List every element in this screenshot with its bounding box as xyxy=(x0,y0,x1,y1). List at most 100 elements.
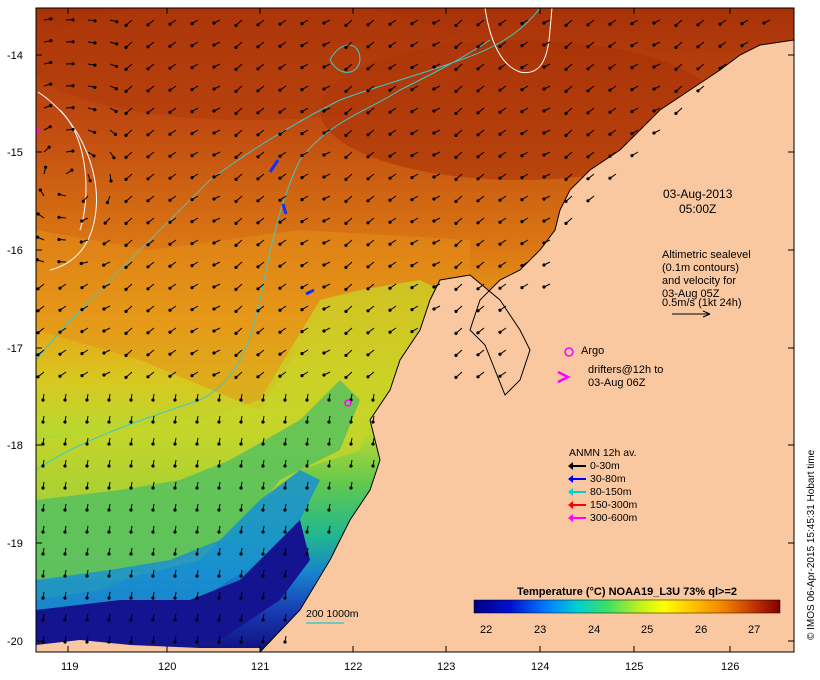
velocity-arrow-head xyxy=(564,199,568,203)
velocity-arrow-head xyxy=(239,398,243,402)
velocity-arrow-head xyxy=(542,197,546,201)
velocity-arrow-head xyxy=(542,21,546,25)
velocity-arrow-head xyxy=(322,131,326,135)
velocity-arrow-head xyxy=(564,23,568,27)
velocity-arrow-head xyxy=(283,530,287,534)
velocity-arrow-head xyxy=(476,45,480,49)
velocity-arrow-head xyxy=(652,21,656,25)
velocity-arrow-head xyxy=(630,132,634,136)
velocity-arrow-head xyxy=(322,219,326,223)
anmn-item: 80-150m xyxy=(568,486,631,498)
velocity-arrow-head xyxy=(498,176,502,180)
velocity-arrow-head xyxy=(344,375,348,379)
velocity-arrow-head xyxy=(168,44,172,48)
velocity-arrow-head xyxy=(322,153,326,157)
velocity-arrow-head xyxy=(498,374,502,378)
velocity-arrow-head xyxy=(608,44,612,48)
velocity-arrow-head xyxy=(57,192,61,196)
velocity-arrow-head xyxy=(234,265,238,269)
velocity-arrow-head xyxy=(102,285,106,289)
velocity-arrow-head xyxy=(327,464,331,468)
velocity-arrow-head xyxy=(344,309,348,313)
velocity-arrow-head xyxy=(124,221,128,225)
velocity-arrow-head xyxy=(432,65,436,69)
velocity-arrow-head xyxy=(168,88,172,92)
velocity-arrow-head xyxy=(41,398,45,402)
velocity-arrow-head xyxy=(300,154,304,158)
velocity-arrow-head xyxy=(63,530,67,534)
velocity-arrow-head xyxy=(85,552,89,556)
velocity-arrow-head xyxy=(256,221,260,225)
velocity-arrow-head xyxy=(93,108,97,112)
velocity-arrow-head xyxy=(300,44,304,48)
velocity-arrow-head xyxy=(48,125,52,129)
velocity-arrow-head xyxy=(124,375,128,379)
velocity-arrow-head xyxy=(432,109,436,113)
velocity-arrow-head xyxy=(388,264,392,268)
velocity-arrow-head xyxy=(212,263,216,267)
velocity-arrow-head xyxy=(239,596,243,600)
velocity-arrow-head xyxy=(190,198,194,202)
velocity-arrow-head xyxy=(300,220,304,224)
velocity-arrow-head xyxy=(696,45,700,49)
velocity-arrow-head xyxy=(71,84,75,88)
velocity-arrow-head xyxy=(256,331,260,335)
velocity-arrow-head xyxy=(344,221,348,225)
velocity-arrow-head xyxy=(151,420,155,424)
lon-tick-label: 126 xyxy=(721,661,739,673)
velocity-arrow-head xyxy=(168,110,172,114)
velocity-arrow-head xyxy=(740,22,744,26)
velocity-arrow-head xyxy=(195,618,199,622)
velocity-arrow-head xyxy=(212,153,216,157)
velocity-arrow-head xyxy=(564,155,568,159)
velocity-arrow-head xyxy=(388,88,392,92)
velocity-arrow-head xyxy=(190,66,194,70)
velocity-arrow-head xyxy=(349,464,353,468)
velocity-arrow-head xyxy=(173,552,177,556)
velocity-arrow-head xyxy=(300,242,304,246)
velocity-arrow-head xyxy=(124,177,128,181)
velocity-arrow-head xyxy=(349,442,353,446)
velocity-arrow-head xyxy=(49,60,53,65)
velocity-arrow-head xyxy=(70,168,74,172)
velocity-arrow-head xyxy=(102,373,106,377)
velocity-arrow-head xyxy=(586,23,590,27)
velocity-arrow-head xyxy=(151,596,155,600)
velocity-arrow-head xyxy=(71,106,75,110)
velocity-arrow-head xyxy=(608,132,612,136)
velocity-arrow-head xyxy=(57,215,61,219)
velocity-arrow-head xyxy=(283,420,287,424)
velocity-arrow-head xyxy=(168,242,172,246)
velocity-arrow-head xyxy=(124,265,128,269)
velocity-arrow-head xyxy=(146,23,150,27)
velocity-arrow-head xyxy=(283,552,287,556)
velocity-arrow-head xyxy=(190,374,194,378)
velocity-arrow-head xyxy=(124,243,128,247)
velocity-arrow-head xyxy=(195,574,199,578)
velocity-arrow-head xyxy=(630,44,634,48)
velocity-arrow-head xyxy=(151,398,155,402)
velocity-arrow-head xyxy=(696,89,700,93)
velocity-arrow-head xyxy=(322,285,326,289)
velocity-arrow-head xyxy=(124,45,128,50)
velocity-arrow-head xyxy=(190,44,194,48)
velocity-arrow-head xyxy=(718,44,722,48)
colorbar-title: Temperature (°C) NOAA19_L3U 73% ql>=2 xyxy=(517,586,737,598)
velocity-arrow-head xyxy=(93,41,97,45)
velocity-arrow-head xyxy=(305,464,309,468)
velocity-arrow-head xyxy=(63,442,67,446)
velocity-arrow-head xyxy=(115,20,119,24)
velocity-arrow-head xyxy=(109,179,113,183)
timestamp-date: 03-Aug-2013 xyxy=(663,187,733,201)
velocity-arrow-head xyxy=(217,552,221,556)
velocity-arrow-head xyxy=(146,287,150,291)
velocity-arrow-head xyxy=(371,398,375,402)
velocity-arrow-head xyxy=(36,258,39,262)
velocity-arrow-head xyxy=(454,45,458,50)
velocity-arrow-head xyxy=(454,331,458,335)
velocity-arrow-head xyxy=(327,398,331,402)
velocity-arrow-head xyxy=(564,45,568,50)
velocity-arrow-head xyxy=(80,330,84,334)
velocity-arrow-head xyxy=(41,508,45,512)
velocity-arrow-head xyxy=(432,43,436,47)
